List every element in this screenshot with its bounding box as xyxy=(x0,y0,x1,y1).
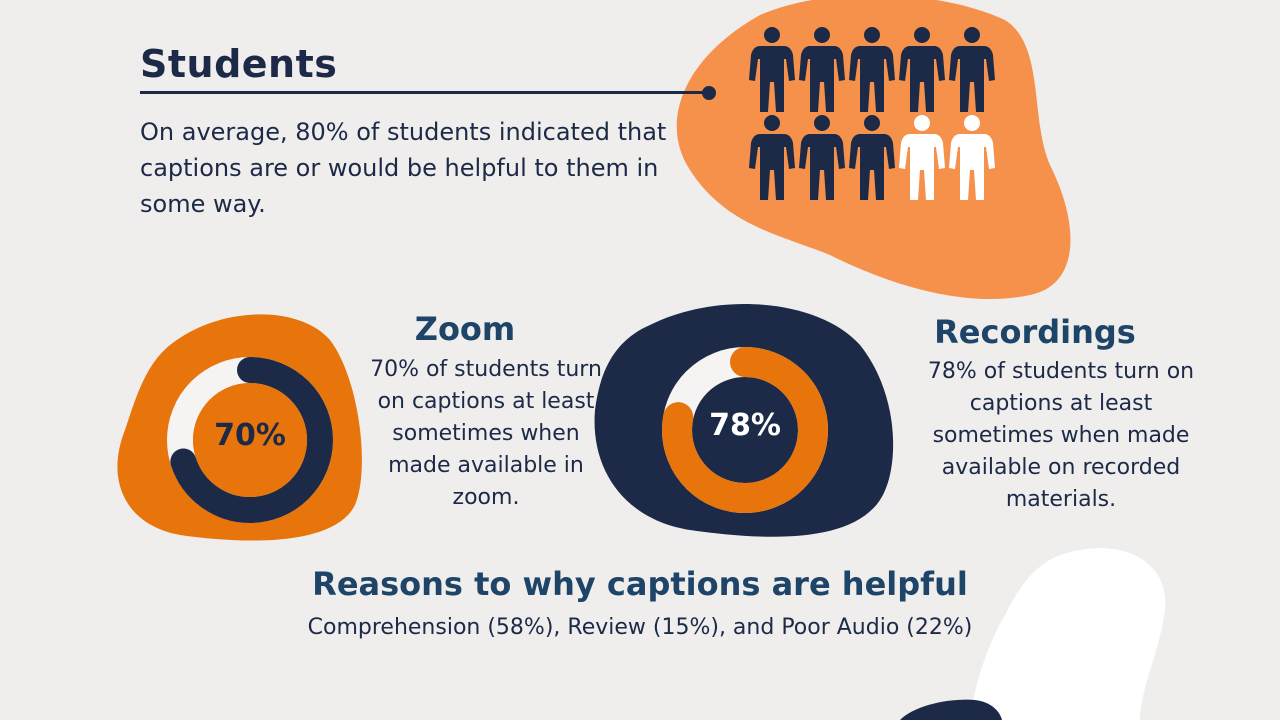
zoom-donut-chart xyxy=(167,357,333,523)
zoom-ring-progress xyxy=(167,357,333,523)
recordings-ring-progress xyxy=(662,347,828,513)
navy-blob-bottom xyxy=(900,699,1002,720)
person-icon xyxy=(949,27,995,112)
zoom-title: Zoom xyxy=(414,310,516,348)
recordings-title: Recordings xyxy=(934,313,1136,351)
students-divider xyxy=(140,91,708,94)
reasons-subtitle: Comprehension (58%), Review (15%), and P… xyxy=(307,615,973,640)
person-icon xyxy=(949,115,995,200)
reasons-title: Reasons to why captions are helpful xyxy=(312,565,968,603)
white-blob xyxy=(970,548,1166,720)
recordings-donut-chart xyxy=(662,347,828,513)
person-icon xyxy=(799,27,845,112)
students-title: Students xyxy=(140,42,338,86)
zoom-description: 70% of students turn on captions at leas… xyxy=(370,357,602,510)
zoom-percent-label: 70% xyxy=(214,418,286,453)
person-icon xyxy=(849,115,895,200)
person-icon xyxy=(799,115,845,200)
person-icon xyxy=(899,115,945,200)
divider-dot xyxy=(702,86,716,100)
recordings-ring-center xyxy=(693,378,797,482)
recordings-description: 78% of students turn on captions at leas… xyxy=(927,359,1195,512)
zoom-ring-center xyxy=(193,383,307,497)
people-icons xyxy=(749,27,995,200)
people-grid xyxy=(746,26,998,206)
person-icon xyxy=(849,27,895,112)
person-icon xyxy=(749,27,795,112)
person-icon xyxy=(899,27,945,112)
students-description: On average, 80% of students indicated th… xyxy=(140,118,667,218)
recordings-percent-label: 78% xyxy=(709,408,781,443)
person-icon xyxy=(749,115,795,200)
